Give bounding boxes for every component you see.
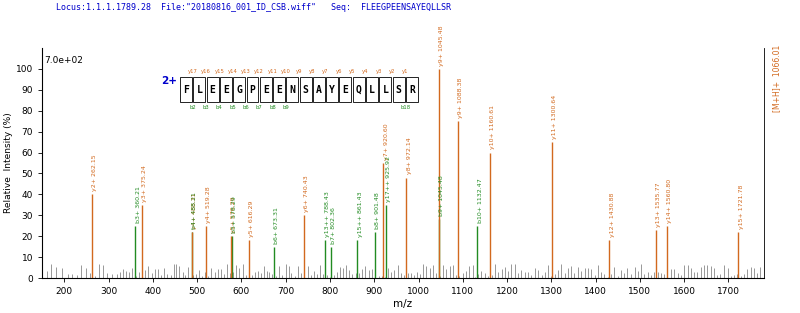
Bar bbox=[326, 77, 338, 102]
Text: b3+ 360.21: b3+ 360.21 bbox=[136, 186, 141, 223]
Text: b10+ 1132.47: b10+ 1132.47 bbox=[478, 178, 482, 223]
Y-axis label: Relative  Intensity (%): Relative Intensity (%) bbox=[4, 113, 13, 213]
Text: N: N bbox=[290, 85, 295, 95]
Bar bbox=[353, 77, 365, 102]
Text: y15++ 861.43: y15++ 861.43 bbox=[358, 192, 362, 237]
Text: y12: y12 bbox=[254, 69, 264, 74]
Text: b8+ 901.48: b8+ 901.48 bbox=[375, 192, 380, 229]
Bar bbox=[260, 77, 272, 102]
Text: y11+ 1300.64: y11+ 1300.64 bbox=[552, 95, 557, 139]
Text: y6+ 740.43: y6+ 740.43 bbox=[304, 175, 309, 212]
Text: b8: b8 bbox=[269, 105, 276, 110]
Text: y4: y4 bbox=[362, 69, 369, 74]
Text: A: A bbox=[316, 85, 322, 95]
Text: L: L bbox=[382, 85, 388, 95]
Text: b4+ 488.21: b4+ 488.21 bbox=[192, 192, 198, 229]
Text: L: L bbox=[369, 85, 375, 95]
Text: y15+ 1721.78: y15+ 1721.78 bbox=[738, 184, 743, 229]
Text: b5: b5 bbox=[230, 105, 236, 110]
Text: Q: Q bbox=[356, 85, 362, 95]
Bar bbox=[286, 77, 298, 102]
Text: E: E bbox=[210, 85, 216, 95]
Text: y13: y13 bbox=[241, 69, 250, 74]
Text: y16: y16 bbox=[201, 69, 211, 74]
Text: b6: b6 bbox=[242, 105, 250, 110]
Text: y7: y7 bbox=[322, 69, 329, 74]
Text: b5+ 578.29: b5+ 578.29 bbox=[232, 196, 238, 233]
Text: Y: Y bbox=[330, 85, 335, 95]
Text: y7+ 920.60: y7+ 920.60 bbox=[384, 123, 389, 160]
Text: y4+ 519.28: y4+ 519.28 bbox=[206, 186, 211, 223]
Text: b3: b3 bbox=[202, 105, 210, 110]
Text: y9+ 1088.38: y9+ 1088.38 bbox=[458, 78, 463, 118]
Text: y5+ 576.29: y5+ 576.29 bbox=[231, 197, 236, 233]
Text: y3: y3 bbox=[375, 69, 382, 74]
Text: L: L bbox=[197, 85, 202, 95]
Text: y17: y17 bbox=[188, 69, 198, 74]
Text: y3+ 375.24: y3+ 375.24 bbox=[142, 165, 147, 202]
Bar bbox=[206, 77, 218, 102]
Text: 2+: 2+ bbox=[162, 76, 178, 86]
Text: b18: b18 bbox=[400, 105, 410, 110]
Text: y17++ 925.92: y17++ 925.92 bbox=[386, 156, 391, 202]
Text: y13++ 788.43: y13++ 788.43 bbox=[326, 191, 330, 237]
Bar bbox=[234, 77, 246, 102]
Text: b9: b9 bbox=[282, 105, 289, 110]
Bar bbox=[313, 77, 325, 102]
Text: S: S bbox=[302, 85, 309, 95]
X-axis label: m/z: m/z bbox=[394, 299, 413, 309]
Text: b7+ 802.36: b7+ 802.36 bbox=[331, 207, 337, 244]
Bar bbox=[393, 77, 405, 102]
Text: 7.0e+02: 7.0e+02 bbox=[45, 56, 83, 65]
Text: y8+ 972.14: y8+ 972.14 bbox=[406, 138, 412, 174]
Bar bbox=[246, 77, 258, 102]
Text: y4+ 488.31: y4+ 488.31 bbox=[193, 192, 198, 229]
Text: y14: y14 bbox=[228, 69, 238, 74]
Bar bbox=[366, 77, 378, 102]
Text: b4: b4 bbox=[216, 105, 222, 110]
Text: b9+ 1045.48: b9+ 1045.48 bbox=[439, 176, 444, 216]
Text: [M+H]+  1066.01: [M+H]+ 1066.01 bbox=[772, 45, 781, 112]
Text: y10+ 1160.61: y10+ 1160.61 bbox=[490, 105, 495, 149]
Text: y5: y5 bbox=[349, 69, 355, 74]
Text: R: R bbox=[409, 85, 415, 95]
Text: b6+ 673.31: b6+ 673.31 bbox=[274, 207, 279, 244]
Bar bbox=[339, 77, 351, 102]
Bar bbox=[273, 77, 285, 102]
Bar bbox=[194, 77, 206, 102]
Text: y12+ 1430.88: y12+ 1430.88 bbox=[610, 193, 614, 237]
Text: y2: y2 bbox=[389, 69, 395, 74]
Text: y2+ 262.15: y2+ 262.15 bbox=[92, 155, 98, 191]
Text: E: E bbox=[342, 85, 349, 95]
Text: G: G bbox=[236, 85, 242, 95]
Text: E: E bbox=[223, 85, 229, 95]
Text: E: E bbox=[263, 85, 269, 95]
Bar bbox=[300, 77, 312, 102]
Text: b2: b2 bbox=[190, 105, 196, 110]
Text: Locus:1.1.1.1789.28  File:"20180816_001_ID_CSB.wiff"   Seq:  FLEEGPEENSAYEQLLSR: Locus:1.1.1.1789.28 File:"20180816_001_I… bbox=[56, 3, 451, 12]
Bar bbox=[220, 77, 232, 102]
Text: y11: y11 bbox=[267, 69, 278, 74]
Text: P: P bbox=[250, 85, 255, 95]
Text: S: S bbox=[396, 85, 402, 95]
Text: y10: y10 bbox=[281, 69, 290, 74]
Bar bbox=[379, 77, 391, 102]
Text: F: F bbox=[183, 85, 189, 95]
Text: y9: y9 bbox=[296, 69, 302, 74]
Bar bbox=[406, 77, 418, 102]
Text: y1: y1 bbox=[402, 69, 409, 74]
Text: b7: b7 bbox=[256, 105, 262, 110]
Bar bbox=[180, 77, 192, 102]
Text: y9+ 1045.48: y9+ 1045.48 bbox=[439, 25, 444, 66]
Text: y14+ 1560.80: y14+ 1560.80 bbox=[667, 178, 672, 223]
Text: y5+ 616.29: y5+ 616.29 bbox=[249, 201, 254, 237]
Text: y13+ 1535.77: y13+ 1535.77 bbox=[656, 182, 661, 227]
Text: y6: y6 bbox=[335, 69, 342, 74]
Text: y15: y15 bbox=[214, 69, 224, 74]
Text: y8: y8 bbox=[309, 69, 315, 74]
Text: E: E bbox=[276, 85, 282, 95]
